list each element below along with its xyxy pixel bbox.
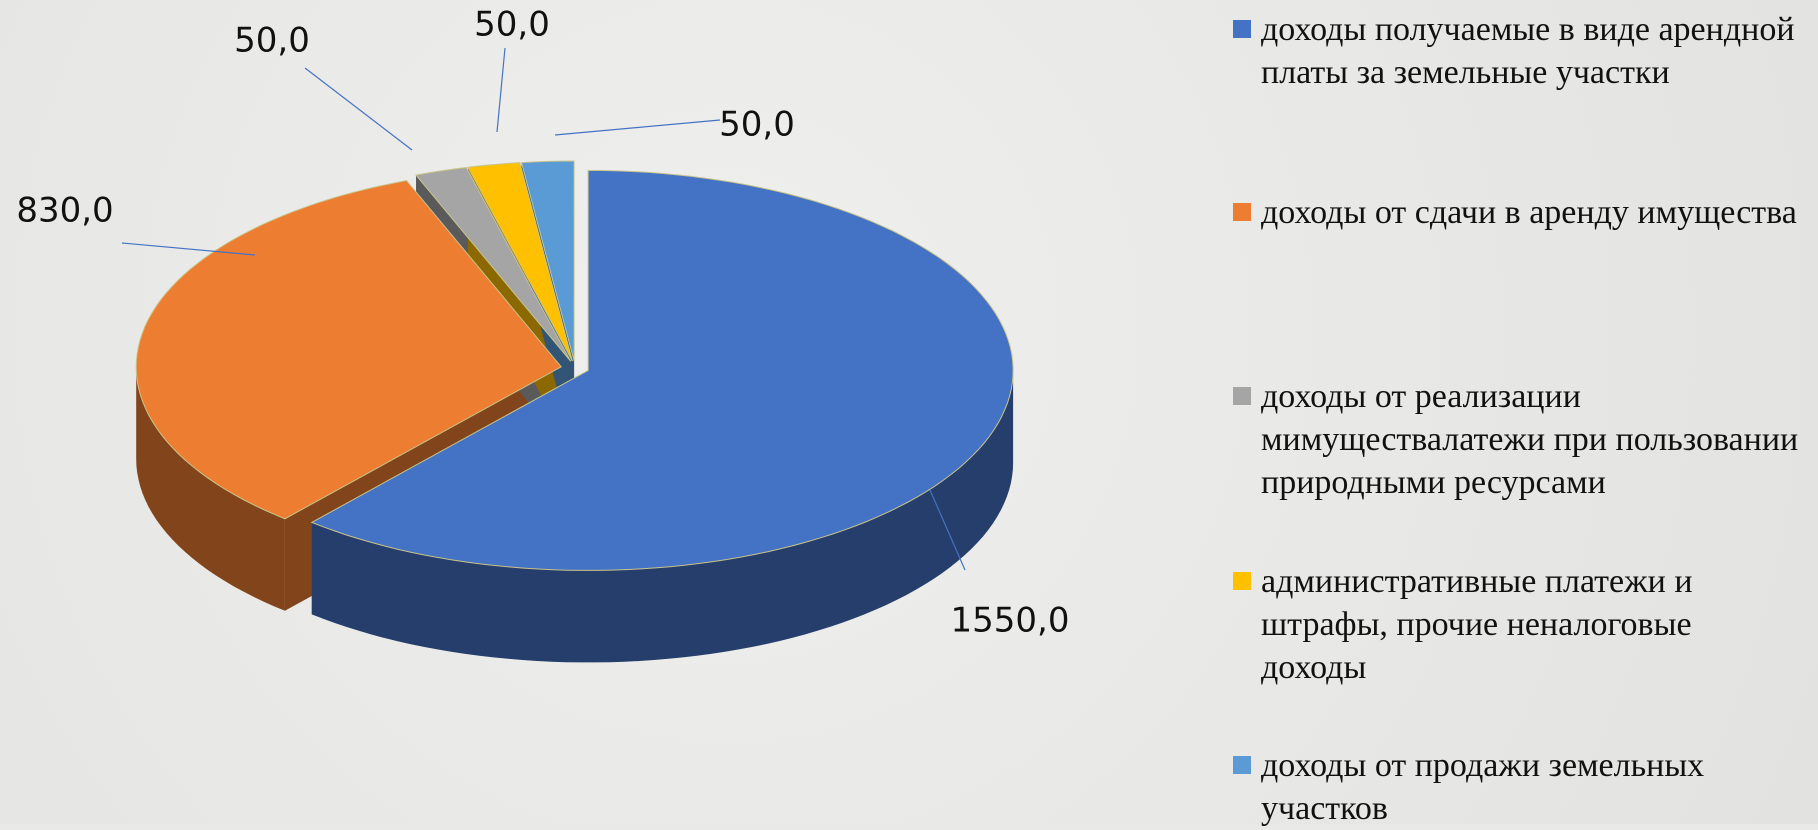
leader-line xyxy=(929,489,966,571)
leader-line xyxy=(304,67,413,151)
leader-line xyxy=(121,242,256,256)
legend-label: доходы получаемые в виде арендной платы … xyxy=(1261,11,1795,91)
legend-swatch xyxy=(1233,20,1251,38)
data-label: 830,0 xyxy=(16,191,113,231)
legend-label: доходы от продажи земельных участков xyxy=(1261,747,1705,827)
data-label: 1550,0 xyxy=(951,601,1070,641)
slice xyxy=(135,179,562,520)
leader-line xyxy=(496,47,506,133)
legend-item: административные платежи и штрафы, прочи… xyxy=(1233,560,1803,689)
legend-swatch xyxy=(1233,756,1251,774)
slice xyxy=(520,160,575,362)
legend-item: доходы от продажи земельных участков xyxy=(1233,744,1803,830)
legend-item: доходы от реализации мимуществалатежи пр… xyxy=(1233,375,1803,504)
legend-item: доходы получаемые в виде арендной платы … xyxy=(1233,8,1803,94)
legend-swatch xyxy=(1233,572,1251,590)
legend-label: доходы от реализации мимуществалатежи пр… xyxy=(1261,378,1799,501)
legend-label: доходы от сдачи в аренду имущества xyxy=(1261,194,1797,231)
legend-swatch xyxy=(1233,387,1251,405)
legend-swatch xyxy=(1233,203,1251,221)
data-label: 50,0 xyxy=(474,5,550,45)
slice xyxy=(310,169,1014,571)
legend-label: административные платежи и штрафы, прочи… xyxy=(1261,563,1693,686)
legend-item: доходы от сдачи в аренду имущества xyxy=(1233,191,1803,234)
data-label: 50,0 xyxy=(719,105,795,145)
slice-side xyxy=(311,370,1014,663)
data-label: 50,0 xyxy=(234,21,310,61)
slice-side xyxy=(136,366,285,611)
leader-line xyxy=(554,119,721,136)
slice xyxy=(467,162,573,362)
slice xyxy=(415,166,572,362)
